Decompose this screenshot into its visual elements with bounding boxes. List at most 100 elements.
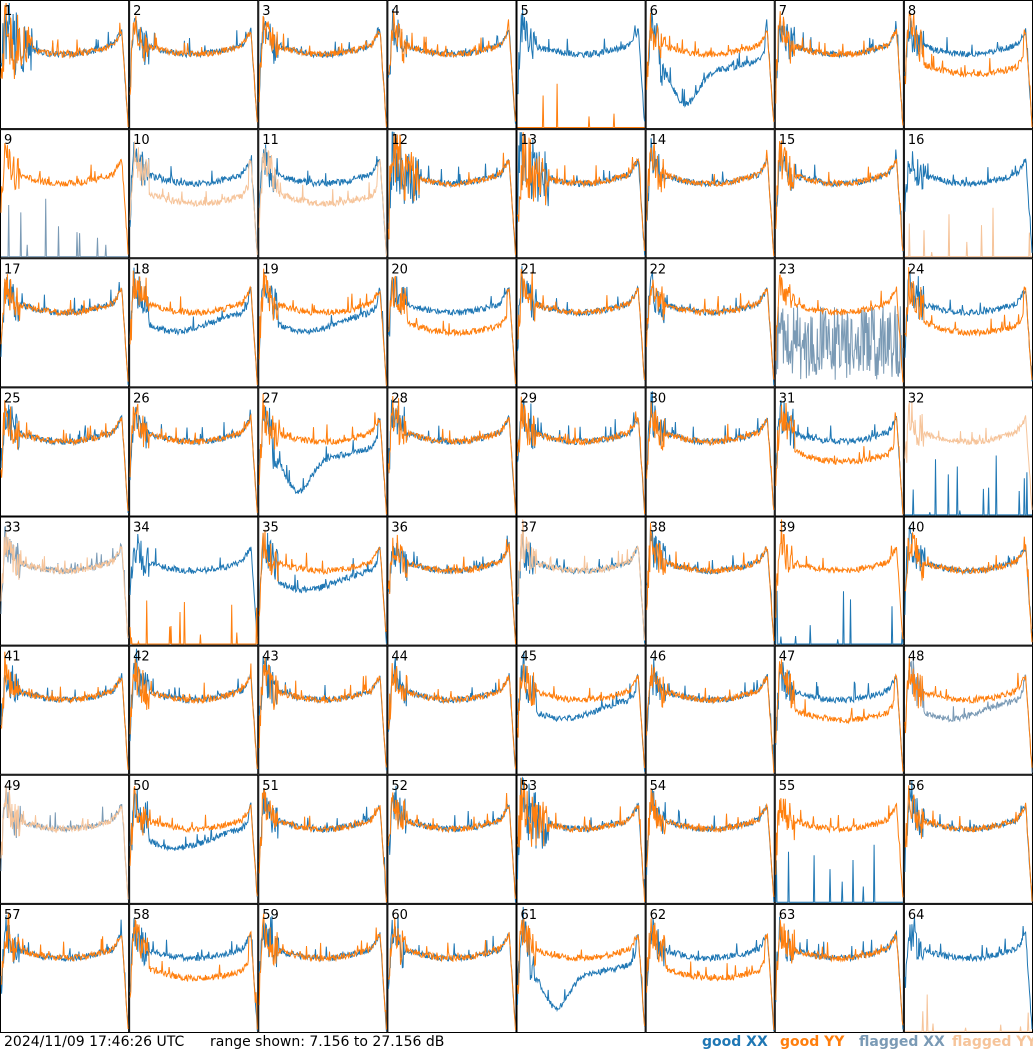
panel-frame <box>387 903 517 1033</box>
panel-5: 5 <box>516 0 646 130</box>
panel-frame <box>129 129 259 259</box>
series-yy-line <box>0 274 129 382</box>
panel-frame <box>0 903 130 1033</box>
panel-label: 35 <box>262 521 279 536</box>
panel-30: 30 <box>645 387 775 517</box>
series-yy-line <box>258 657 387 768</box>
panel-label: 23 <box>779 262 796 277</box>
panel-label: 1 <box>4 4 12 19</box>
series-yy-line <box>129 141 258 255</box>
panel-label: 43 <box>262 650 279 665</box>
panel-62: 62 <box>645 903 775 1033</box>
panel-label: 27 <box>262 391 279 406</box>
panel-18: 18 <box>129 258 259 388</box>
panel-label: 14 <box>650 133 667 148</box>
panel-6: 6 <box>645 0 775 130</box>
series-yy-line <box>775 659 904 772</box>
series-xx-line <box>129 141 258 252</box>
panel-60: 60 <box>387 903 517 1033</box>
series-yy-line <box>258 913 387 1030</box>
panel-47: 47 <box>774 645 904 775</box>
panel-label: 49 <box>4 779 21 794</box>
series-yy-line <box>387 395 516 514</box>
series-xx-line <box>258 788 387 900</box>
series-yy-line <box>0 785 129 900</box>
panel-label: 6 <box>650 4 658 19</box>
panel-38: 38 <box>645 516 775 646</box>
series-yy-line <box>517 268 646 381</box>
series-yy-line <box>775 140 904 251</box>
panel-label: 44 <box>391 650 408 665</box>
panel-59: 59 <box>258 903 388 1033</box>
panel-43: 43 <box>258 645 388 775</box>
panel-57: 57 <box>0 903 130 1033</box>
panel-10: 10 <box>129 129 259 259</box>
series-yy-line <box>129 785 258 897</box>
panel-frame <box>645 645 775 775</box>
series-yy-line <box>904 401 1033 510</box>
series-yy-line <box>646 918 775 1030</box>
series-yy-line <box>387 275 516 385</box>
panel-label: 3 <box>262 4 270 19</box>
panel-26: 26 <box>129 387 259 517</box>
panel-54: 54 <box>645 774 775 904</box>
panel-frame <box>774 645 904 775</box>
series-yy-line <box>129 658 258 770</box>
panel-label: 60 <box>391 908 408 923</box>
panel-frame <box>129 645 259 775</box>
panel-label: 9 <box>4 133 12 148</box>
panel-frame <box>258 645 388 775</box>
series-xx-line <box>775 590 904 645</box>
panel-label: 63 <box>779 908 796 923</box>
legend-good-xx: good XX <box>702 1034 768 1050</box>
panel-label: 34 <box>133 521 150 536</box>
panel-label: 50 <box>133 779 150 794</box>
panel-frame <box>903 258 1033 388</box>
panel-label: 8 <box>908 4 916 19</box>
panel-label: 39 <box>779 521 796 536</box>
series-xx-line <box>904 17 1033 122</box>
panel-label: 55 <box>779 779 796 794</box>
panel-frame <box>516 903 646 1033</box>
panel-56: 56 <box>903 774 1033 904</box>
panel-label: 11 <box>262 133 279 148</box>
panel-frame <box>258 516 388 646</box>
panel-frame <box>645 0 775 130</box>
panel-24: 24 <box>903 258 1033 388</box>
panel-frame <box>129 0 259 130</box>
panel-16: 16 <box>903 129 1033 259</box>
series-yy-line <box>387 917 516 1031</box>
series-yy-line <box>0 2 129 128</box>
panel-frame <box>258 903 388 1033</box>
panel-label: 5 <box>521 4 529 19</box>
timestamp-label: 2024/11/09 17:46:26 UTC <box>4 1034 185 1050</box>
panel-frame <box>774 903 904 1033</box>
series-yy-line <box>517 519 646 641</box>
panel-39: 39 <box>774 516 904 646</box>
panel-label: 21 <box>521 262 538 277</box>
panel-frame <box>903 903 1033 1033</box>
series-yy-line <box>904 207 1032 258</box>
panel-frame <box>774 0 904 130</box>
panel-frame <box>903 774 1033 904</box>
panel-frame <box>0 645 130 775</box>
series-yy-line <box>387 663 516 769</box>
series-yy-line <box>258 268 387 386</box>
panel-frame <box>0 774 130 904</box>
panel-frame <box>0 129 130 259</box>
panel-frame <box>903 129 1033 259</box>
panel-2: 2 <box>129 0 259 130</box>
panel-7: 7 <box>774 0 904 130</box>
series-yy-line <box>387 534 516 644</box>
panel-label: 12 <box>391 133 408 148</box>
panel-label: 10 <box>133 133 150 148</box>
panel-label: 36 <box>391 521 408 536</box>
panel-label: 17 <box>4 262 21 277</box>
series-yy-line <box>258 788 387 903</box>
panel-label: 54 <box>650 779 667 794</box>
panel-label: 16 <box>908 133 925 148</box>
panel-32: 32 <box>903 387 1033 517</box>
series-xx-line <box>904 271 1033 382</box>
panel-frame <box>645 516 775 646</box>
panel-58: 58 <box>129 903 259 1033</box>
